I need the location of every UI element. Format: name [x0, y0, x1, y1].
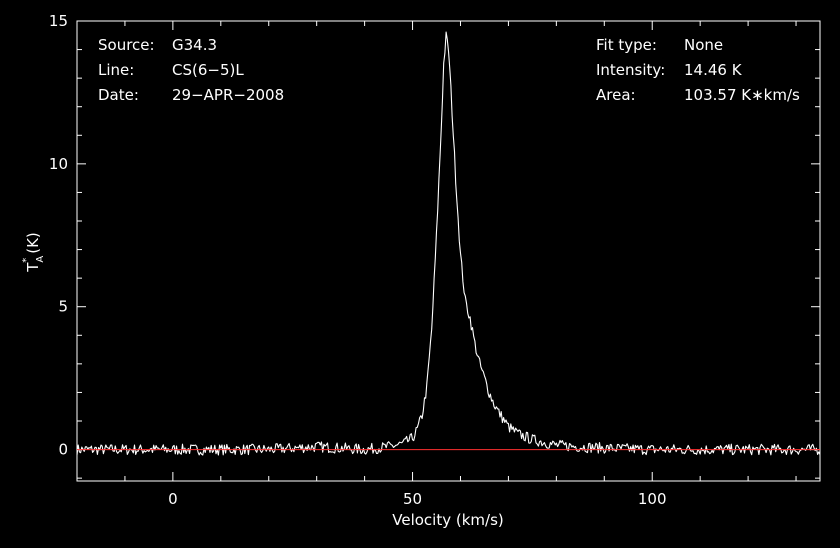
fit-row: Fit type: None — [596, 33, 800, 58]
intensity-value: 14.46 K — [684, 61, 742, 79]
intensity-label: Intensity: — [596, 61, 666, 79]
y-tick-label: 15 — [49, 12, 68, 30]
date-row: Date: 29−APR−2008 — [98, 83, 284, 108]
plot-frame — [76, 20, 821, 482]
spectrum-line — [76, 31, 821, 456]
spectrum-info-right: Fit type: None Intensity: 14.46 K Area: … — [596, 33, 800, 108]
date-value: 29−APR−2008 — [172, 86, 285, 104]
intensity-row: Intensity: 14.46 K — [596, 58, 800, 83]
y-tick-label: 5 — [58, 298, 68, 316]
line-label: Line: — [98, 61, 135, 79]
y-tick-label: 10 — [49, 155, 68, 173]
axes — [76, 20, 821, 482]
source-value: G34.3 — [172, 36, 218, 54]
x-axis-label: Velocity (km/s) — [392, 511, 503, 529]
data-series — [76, 31, 821, 456]
y-axis-label: TA*(K) — [21, 232, 46, 273]
y-axis-label-text: TA*(K) — [21, 232, 46, 273]
x-tick-label: 50 — [403, 490, 422, 508]
area-label: Area: — [596, 86, 636, 104]
tick-labels: 0 50 100 0 5 10 15 — [49, 12, 667, 508]
line-value: CS(6−5)L — [172, 61, 244, 79]
area-row: Area: 103.57 K∗km/s — [596, 83, 800, 108]
line-row: Line: CS(6−5)L — [98, 58, 284, 83]
fit-type-label: Fit type: — [596, 36, 657, 54]
x-tick-label: 100 — [638, 490, 667, 508]
y-tick-label: 0 — [58, 441, 68, 459]
source-row: Source: G34.3 — [98, 33, 284, 58]
date-label: Date: — [98, 86, 139, 104]
area-value: 103.57 K∗km/s — [684, 86, 800, 104]
fit-type-value: None — [684, 36, 724, 54]
x-tick-label: 0 — [168, 490, 178, 508]
source-label: Source: — [98, 36, 155, 54]
spectrum-info-left: Source: G34.3 Line: CS(6−5)L Date: 29−AP… — [98, 33, 284, 108]
